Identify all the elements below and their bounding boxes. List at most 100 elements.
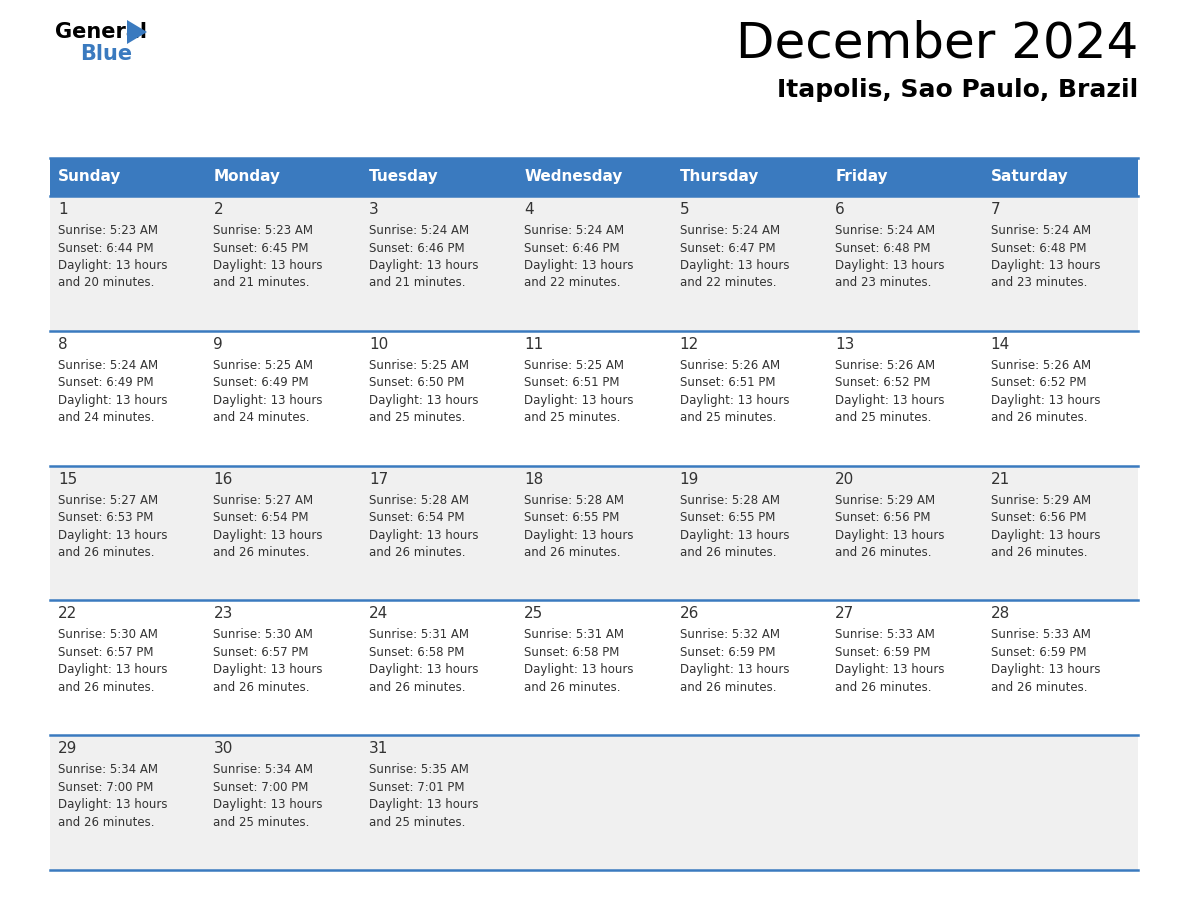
Bar — [671, 158, 827, 196]
Text: 16: 16 — [214, 472, 233, 487]
Text: Sunset: 6:54 PM: Sunset: 6:54 PM — [368, 511, 465, 524]
Bar — [517, 600, 671, 735]
Text: Sunset: 6:57 PM: Sunset: 6:57 PM — [214, 646, 309, 659]
Bar — [671, 330, 827, 465]
Bar — [827, 735, 982, 870]
Text: 29: 29 — [58, 741, 77, 756]
Text: Daylight: 13 hours: Daylight: 13 hours — [58, 529, 168, 542]
Text: and 24 minutes.: and 24 minutes. — [214, 411, 310, 424]
Text: Sunrise: 5:24 AM: Sunrise: 5:24 AM — [835, 224, 935, 237]
Text: Sunrise: 5:23 AM: Sunrise: 5:23 AM — [214, 224, 314, 237]
Bar — [517, 158, 671, 196]
Bar — [827, 600, 982, 735]
Text: Daylight: 13 hours: Daylight: 13 hours — [680, 529, 789, 542]
Text: Daylight: 13 hours: Daylight: 13 hours — [214, 259, 323, 272]
Bar — [206, 330, 361, 465]
Text: Daylight: 13 hours: Daylight: 13 hours — [680, 394, 789, 407]
Text: Sunrise: 5:25 AM: Sunrise: 5:25 AM — [214, 359, 314, 372]
Bar — [50, 465, 206, 600]
Text: Daylight: 13 hours: Daylight: 13 hours — [991, 394, 1100, 407]
Bar — [517, 330, 671, 465]
Bar — [982, 196, 1138, 330]
Text: Sunrise: 5:33 AM: Sunrise: 5:33 AM — [835, 629, 935, 642]
Text: 11: 11 — [524, 337, 544, 352]
Text: Sunrise: 5:28 AM: Sunrise: 5:28 AM — [524, 494, 624, 507]
Text: Daylight: 13 hours: Daylight: 13 hours — [58, 259, 168, 272]
Text: and 25 minutes.: and 25 minutes. — [680, 411, 776, 424]
Text: Daylight: 13 hours: Daylight: 13 hours — [524, 529, 633, 542]
Text: and 21 minutes.: and 21 minutes. — [214, 276, 310, 289]
Text: Sunset: 6:59 PM: Sunset: 6:59 PM — [991, 646, 1086, 659]
Text: Sunset: 6:45 PM: Sunset: 6:45 PM — [214, 241, 309, 254]
Bar — [50, 196, 206, 330]
Text: Wednesday: Wednesday — [524, 170, 623, 185]
Text: and 26 minutes.: and 26 minutes. — [680, 546, 776, 559]
Text: 7: 7 — [991, 202, 1000, 217]
Text: Sunset: 6:57 PM: Sunset: 6:57 PM — [58, 646, 153, 659]
Text: Daylight: 13 hours: Daylight: 13 hours — [680, 259, 789, 272]
Text: Itapolis, Sao Paulo, Brazil: Itapolis, Sao Paulo, Brazil — [777, 78, 1138, 102]
Text: and 25 minutes.: and 25 minutes. — [835, 411, 931, 424]
Text: Sunrise: 5:32 AM: Sunrise: 5:32 AM — [680, 629, 779, 642]
Bar — [982, 735, 1138, 870]
Text: and 26 minutes.: and 26 minutes. — [58, 546, 154, 559]
Text: Sunrise: 5:34 AM: Sunrise: 5:34 AM — [214, 763, 314, 777]
Text: and 23 minutes.: and 23 minutes. — [991, 276, 1087, 289]
Text: Sunset: 6:56 PM: Sunset: 6:56 PM — [835, 511, 930, 524]
Text: Sunset: 7:00 PM: Sunset: 7:00 PM — [58, 780, 153, 794]
Text: Sunrise: 5:35 AM: Sunrise: 5:35 AM — [368, 763, 469, 777]
Bar — [517, 465, 671, 600]
Bar — [517, 196, 671, 330]
Text: 4: 4 — [524, 202, 533, 217]
Text: 25: 25 — [524, 607, 544, 621]
Text: Sunrise: 5:30 AM: Sunrise: 5:30 AM — [58, 629, 158, 642]
Text: Sunrise: 5:24 AM: Sunrise: 5:24 AM — [991, 224, 1091, 237]
Bar — [206, 465, 361, 600]
Text: 23: 23 — [214, 607, 233, 621]
Text: Sunset: 6:46 PM: Sunset: 6:46 PM — [524, 241, 620, 254]
Text: and 26 minutes.: and 26 minutes. — [368, 681, 466, 694]
Text: and 26 minutes.: and 26 minutes. — [214, 546, 310, 559]
Text: Sunrise: 5:26 AM: Sunrise: 5:26 AM — [991, 359, 1091, 372]
Text: and 25 minutes.: and 25 minutes. — [524, 411, 620, 424]
Bar — [206, 600, 361, 735]
Text: General: General — [55, 22, 147, 42]
Text: December 2024: December 2024 — [735, 20, 1138, 68]
Text: 5: 5 — [680, 202, 689, 217]
Text: Sunset: 6:51 PM: Sunset: 6:51 PM — [524, 376, 620, 389]
Bar — [361, 600, 517, 735]
Text: Blue: Blue — [80, 44, 132, 64]
Text: Daylight: 13 hours: Daylight: 13 hours — [58, 664, 168, 677]
Text: Monday: Monday — [214, 170, 280, 185]
Text: Sunset: 6:50 PM: Sunset: 6:50 PM — [368, 376, 465, 389]
Text: 10: 10 — [368, 337, 388, 352]
Text: Daylight: 13 hours: Daylight: 13 hours — [58, 798, 168, 812]
Text: and 26 minutes.: and 26 minutes. — [58, 816, 154, 829]
Text: Sunset: 6:53 PM: Sunset: 6:53 PM — [58, 511, 153, 524]
Text: Daylight: 13 hours: Daylight: 13 hours — [524, 394, 633, 407]
Text: 8: 8 — [58, 337, 68, 352]
Bar — [827, 465, 982, 600]
Text: Daylight: 13 hours: Daylight: 13 hours — [680, 664, 789, 677]
Text: and 26 minutes.: and 26 minutes. — [991, 546, 1087, 559]
Bar — [206, 158, 361, 196]
Text: Sunset: 6:48 PM: Sunset: 6:48 PM — [991, 241, 1086, 254]
Text: 28: 28 — [991, 607, 1010, 621]
Text: Friday: Friday — [835, 170, 887, 185]
Text: and 25 minutes.: and 25 minutes. — [368, 816, 466, 829]
Text: Sunset: 6:44 PM: Sunset: 6:44 PM — [58, 241, 153, 254]
Text: Saturday: Saturday — [991, 170, 1068, 185]
Bar — [361, 158, 517, 196]
Text: and 26 minutes.: and 26 minutes. — [991, 681, 1087, 694]
Text: 24: 24 — [368, 607, 388, 621]
Bar — [827, 330, 982, 465]
Text: Sunday: Sunday — [58, 170, 121, 185]
Text: 30: 30 — [214, 741, 233, 756]
Text: and 26 minutes.: and 26 minutes. — [368, 546, 466, 559]
Text: Daylight: 13 hours: Daylight: 13 hours — [214, 529, 323, 542]
Text: 9: 9 — [214, 337, 223, 352]
Text: 3: 3 — [368, 202, 379, 217]
Text: Daylight: 13 hours: Daylight: 13 hours — [524, 664, 633, 677]
Text: 22: 22 — [58, 607, 77, 621]
Text: Sunrise: 5:25 AM: Sunrise: 5:25 AM — [368, 359, 469, 372]
